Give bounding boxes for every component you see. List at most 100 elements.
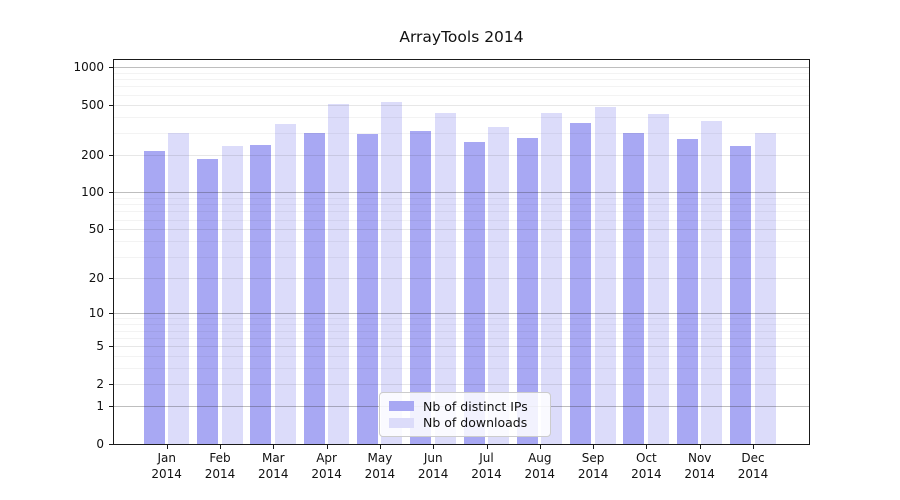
bar-distinct-ips-apr <box>303 133 325 444</box>
gridline-y-5 <box>114 346 809 348</box>
x-label-year: 2014 <box>311 466 342 481</box>
gridline-y-40 <box>114 241 809 243</box>
y-axis-label-500: 500 <box>81 97 104 112</box>
x-axis-label-sep: Sep 2014 <box>561 451 625 482</box>
gridline-y-100 <box>114 192 809 194</box>
x-axis-label-jul: Jul 2014 <box>455 451 519 482</box>
bar-downloads-oct <box>647 114 669 444</box>
x-axis-label-oct: Oct 2014 <box>614 451 678 482</box>
y-axis-tick-50 <box>109 229 113 231</box>
x-label-month: Oct <box>636 451 657 465</box>
chart-title: ArrayTools 2014 <box>399 28 524 46</box>
bar-downloads-nov <box>701 120 723 444</box>
x-label-month: Feb <box>209 451 231 465</box>
bar-downloads-sep <box>594 106 616 444</box>
bar-downloads-jun <box>434 112 456 444</box>
gridline-y-80 <box>114 204 809 206</box>
bar-downloads-jan <box>168 132 190 444</box>
x-axis-tick-feb <box>220 445 221 449</box>
bar-distinct-ips-aug <box>516 138 538 444</box>
x-axis-tick-mar <box>273 445 275 449</box>
gridline-y-90 <box>114 197 809 199</box>
x-label-year: 2014 <box>684 466 715 481</box>
bar-distinct-ips-sep <box>570 123 592 444</box>
x-axis-tick-apr <box>326 445 328 449</box>
bar-distinct-ips-oct <box>623 132 645 444</box>
gridline-y-10 <box>114 313 809 315</box>
bar-distinct-ips-may <box>356 133 378 444</box>
x-axis-label-apr: Apr 2014 <box>295 451 359 482</box>
legend-box: Nb of distinct IPs Nb of downloads <box>379 392 551 437</box>
x-label-year: 2014 <box>631 466 662 481</box>
x-axis-tick-nov <box>699 445 701 449</box>
x-label-year: 2014 <box>204 466 236 481</box>
gridline-y-50 <box>114 229 809 231</box>
x-axis-tick-oct <box>646 445 648 449</box>
legend-label: Nb of downloads <box>423 415 528 431</box>
x-label-year: 2014 <box>471 466 502 481</box>
y-axis-tick-20 <box>109 277 113 279</box>
bar-distinct-ips-jan <box>143 151 165 444</box>
x-axis-label-feb: Feb 2014 <box>188 451 252 482</box>
bar-distinct-ips-jul <box>463 142 485 444</box>
x-axis-label-jan: Jan 2014 <box>135 451 199 482</box>
bar-distinct-ips-dec <box>730 145 751 444</box>
gridline-y-20 <box>114 277 809 279</box>
x-axis-label-may: May 2014 <box>348 451 412 482</box>
y-axis-tick-0 <box>109 444 113 445</box>
gridline-y-500 <box>114 104 809 106</box>
bar-distinct-ips-mar <box>250 144 272 444</box>
x-axis-tick-sep <box>593 445 595 449</box>
gridline-y-9 <box>114 318 809 320</box>
legend-label: Nb of distinct IPs <box>423 398 528 414</box>
y-axis-label-10: 10 <box>88 306 104 321</box>
bar-distinct-ips-jun <box>410 131 432 444</box>
x-label-year: 2014 <box>258 466 289 481</box>
gridline-y-800 <box>114 79 809 81</box>
gridline-y-3 <box>114 368 809 370</box>
x-axis-label-mar: Mar 2014 <box>241 451 305 482</box>
gridline-y-400 <box>114 116 809 118</box>
x-label-year: 2014 <box>417 466 449 481</box>
y-axis-label-1000: 1000 <box>73 59 104 74</box>
x-label-year: 2014 <box>577 466 609 481</box>
x-axis-tick-dec <box>753 445 754 449</box>
gridline-y-8 <box>114 324 809 326</box>
gridline-y-30 <box>114 256 809 258</box>
gridline-y-200 <box>114 154 809 156</box>
bar-downloads-may <box>381 101 403 444</box>
x-axis-label-jun: Jun 2014 <box>401 451 465 482</box>
y-axis-tick-200 <box>109 154 113 156</box>
gridline-y-900 <box>114 72 809 74</box>
x-label-month: May <box>367 451 393 465</box>
gridline-y-7 <box>114 330 809 332</box>
x-label-month: Nov <box>687 451 712 465</box>
plot-area <box>113 59 810 445</box>
x-axis-tick-jan <box>166 445 168 449</box>
x-axis-tick-may <box>379 445 381 449</box>
gridline-y-70 <box>114 211 809 213</box>
legend-item-downloads: Nb of downloads <box>389 415 540 432</box>
x-label-month: Apr <box>316 451 337 465</box>
legend-swatch-distinct-ips <box>389 401 414 412</box>
x-label-month: Jun <box>423 451 443 465</box>
bar-distinct-ips-nov <box>676 138 698 444</box>
y-axis-tick-2 <box>109 384 113 386</box>
bar-downloads-apr <box>328 103 350 444</box>
y-axis-label-100: 100 <box>81 185 104 200</box>
legend-swatch-downloads <box>389 417 414 428</box>
x-axis-tick-aug <box>539 445 541 449</box>
bar-distinct-ips-feb <box>197 159 218 444</box>
gridline-y-1000 <box>114 66 809 68</box>
y-axis-label-200: 200 <box>81 147 104 162</box>
y-axis-label-2: 2 <box>96 377 104 392</box>
x-label-month: Aug <box>528 451 552 465</box>
gridline-y-2 <box>114 384 809 386</box>
x-axis-label-nov: Nov 2014 <box>668 451 732 482</box>
x-label-month: Sep <box>581 451 605 465</box>
x-label-month: Jul <box>479 451 494 465</box>
gridline-y-700 <box>114 86 809 88</box>
y-axis-tick-1 <box>109 406 113 408</box>
x-label-year: 2014 <box>364 466 396 481</box>
gridline-y-600 <box>114 94 809 96</box>
